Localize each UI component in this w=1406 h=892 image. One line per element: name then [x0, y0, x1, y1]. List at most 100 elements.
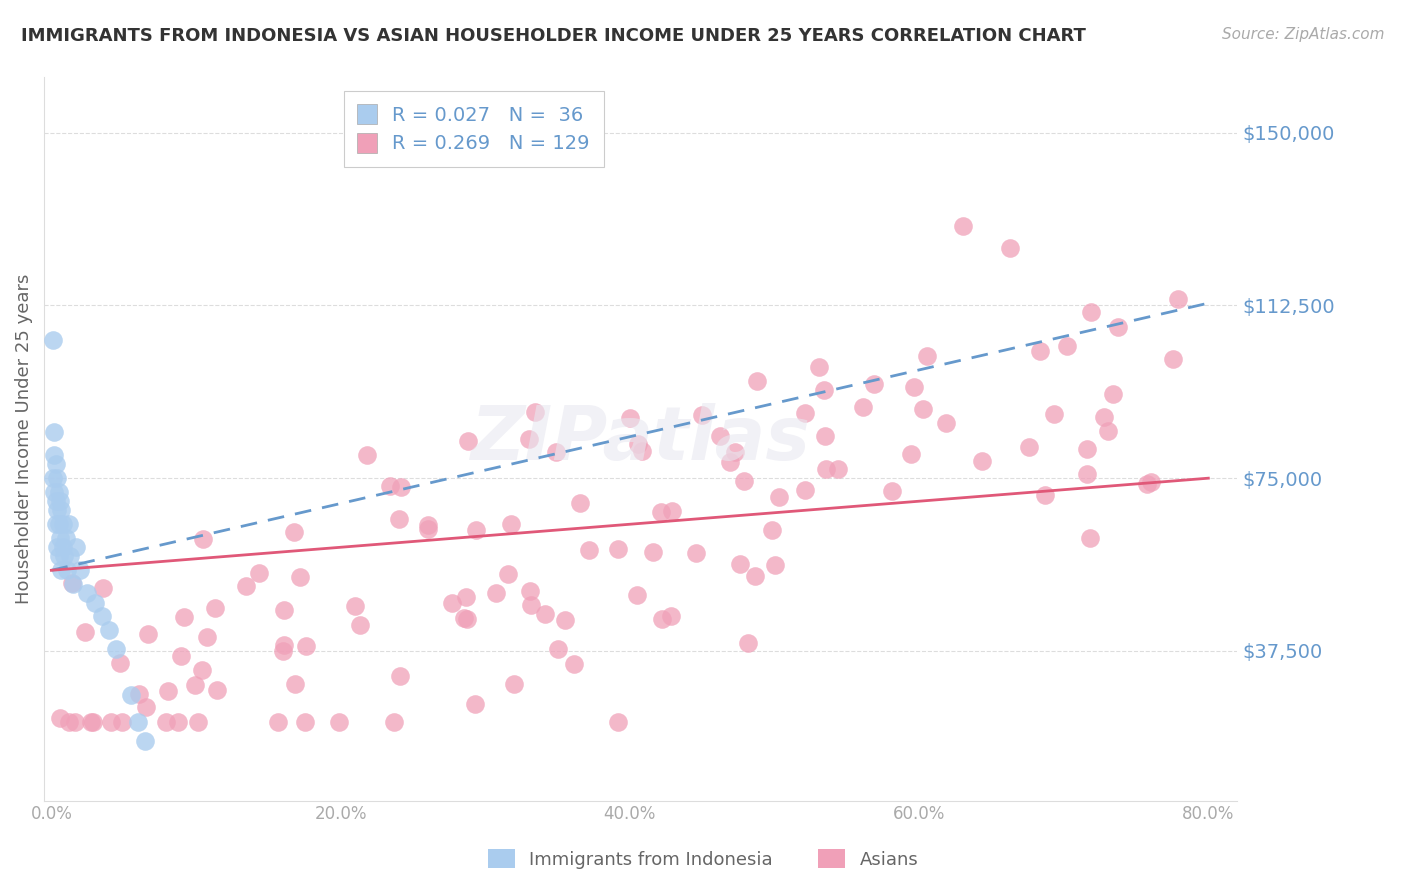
Point	[53, 549, 76, 564]
Point	[1029, 343, 1052, 358]
Point	[56, 563, 79, 577]
Point	[266, 715, 288, 730]
Point	[1018, 440, 1040, 454]
Point	[46, 471, 69, 485]
Point	[65, 715, 87, 730]
Point	[793, 483, 815, 497]
Point	[441, 596, 464, 610]
Point	[45, 494, 67, 508]
Point	[52, 517, 75, 532]
Point	[45, 517, 67, 532]
Point	[49, 531, 72, 545]
Point	[457, 434, 479, 449]
Point	[271, 644, 294, 658]
Point	[418, 517, 440, 532]
Point	[554, 613, 576, 627]
Point	[388, 669, 411, 683]
Point	[952, 219, 974, 234]
Point	[1136, 476, 1159, 491]
Point	[1033, 488, 1056, 502]
Point	[627, 437, 650, 451]
Point	[105, 641, 128, 656]
Point	[120, 688, 142, 702]
Point	[915, 350, 938, 364]
Point	[108, 656, 131, 670]
Point	[235, 579, 257, 593]
Point	[167, 715, 190, 730]
Point	[190, 663, 212, 677]
Point	[659, 608, 682, 623]
Text: Source: ZipAtlas.com: Source: ZipAtlas.com	[1222, 27, 1385, 42]
Point	[519, 598, 541, 612]
Point	[651, 612, 673, 626]
Point	[128, 687, 150, 701]
Point	[724, 444, 747, 458]
Point	[911, 402, 934, 417]
Point	[378, 479, 401, 493]
Point	[45, 458, 67, 472]
Point	[903, 380, 925, 394]
Point	[62, 577, 84, 591]
Point	[42, 333, 65, 347]
Point	[46, 503, 69, 517]
Point	[183, 677, 205, 691]
Point	[58, 517, 80, 532]
Point	[1076, 442, 1098, 456]
Point	[970, 454, 993, 468]
Point	[328, 715, 350, 730]
Point	[998, 241, 1021, 255]
Point	[464, 698, 486, 712]
Point	[519, 584, 541, 599]
Point	[1161, 352, 1184, 367]
Point	[453, 611, 475, 625]
Point	[1167, 292, 1189, 306]
Point	[157, 683, 180, 698]
Point	[935, 416, 957, 430]
Point	[65, 541, 87, 555]
Point	[111, 715, 134, 730]
Point	[48, 485, 70, 500]
Point	[44, 425, 66, 439]
Point	[170, 649, 193, 664]
Legend: R = 0.027   N =  36, R = 0.269   N = 129: R = 0.027 N = 36, R = 0.269 N = 129	[344, 91, 603, 167]
Point	[626, 588, 648, 602]
Point	[827, 462, 849, 476]
Point	[273, 603, 295, 617]
Point	[283, 524, 305, 539]
Point	[418, 522, 440, 536]
Point	[58, 715, 80, 730]
Point	[91, 609, 114, 624]
Point	[718, 454, 741, 468]
Point	[807, 360, 830, 375]
Point	[733, 475, 755, 489]
Point	[91, 582, 114, 596]
Point	[195, 631, 218, 645]
Point	[83, 596, 105, 610]
Point	[193, 533, 215, 547]
Point	[524, 405, 547, 419]
Point	[52, 541, 75, 555]
Text: IMMIGRANTS FROM INDONESIA VS ASIAN HOUSEHOLDER INCOME UNDER 25 YEARS CORRELATION: IMMIGRANTS FROM INDONESIA VS ASIAN HOUSE…	[21, 27, 1085, 45]
Point	[187, 715, 209, 730]
Text: ZIPatlas: ZIPatlas	[471, 402, 811, 475]
Point	[547, 641, 569, 656]
Point	[49, 494, 72, 508]
Legend: Immigrants from Indonesia, Asians: Immigrants from Indonesia, Asians	[481, 842, 925, 876]
Point	[1043, 407, 1066, 421]
Point	[294, 640, 316, 654]
Y-axis label: Householder Income Under 25 years: Householder Income Under 25 years	[15, 274, 32, 604]
Point	[273, 638, 295, 652]
Point	[75, 625, 97, 640]
Point	[485, 586, 508, 600]
Point	[763, 558, 786, 572]
Point	[82, 715, 104, 730]
Point	[562, 657, 585, 672]
Point	[294, 715, 316, 730]
Point	[173, 610, 195, 624]
Point	[388, 512, 411, 526]
Point	[48, 517, 70, 532]
Point	[1102, 386, 1125, 401]
Point	[46, 541, 69, 555]
Point	[685, 546, 707, 560]
Point	[48, 549, 70, 564]
